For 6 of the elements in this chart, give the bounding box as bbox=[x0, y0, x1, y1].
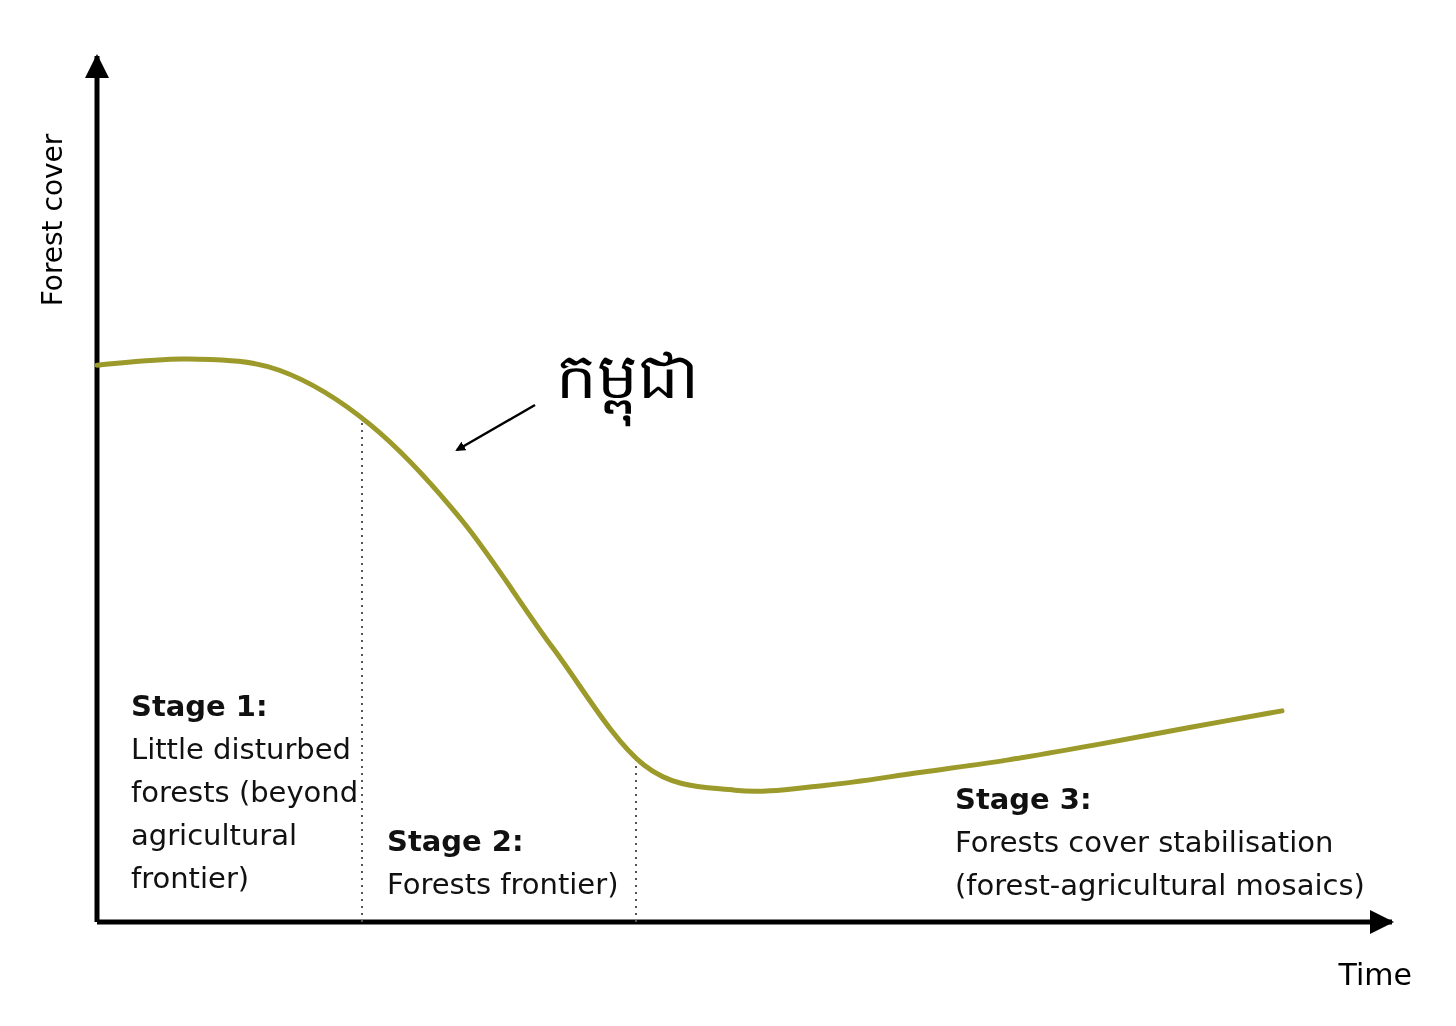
x-axis-title: Time bbox=[1337, 957, 1412, 992]
annotation: កម្ពុជា bbox=[556, 339, 699, 427]
annotation: Stage 1: Little disturbed forests (beyond agricultural frontier) bbox=[131, 689, 359, 895]
annotation: Stage 3: Forests cover stabilisation (forest-agricultural mosaics) bbox=[955, 782, 1365, 902]
annotation: Stage 2: Forests frontier) bbox=[387, 824, 619, 901]
y-axis-title: Forest cover bbox=[36, 133, 69, 307]
